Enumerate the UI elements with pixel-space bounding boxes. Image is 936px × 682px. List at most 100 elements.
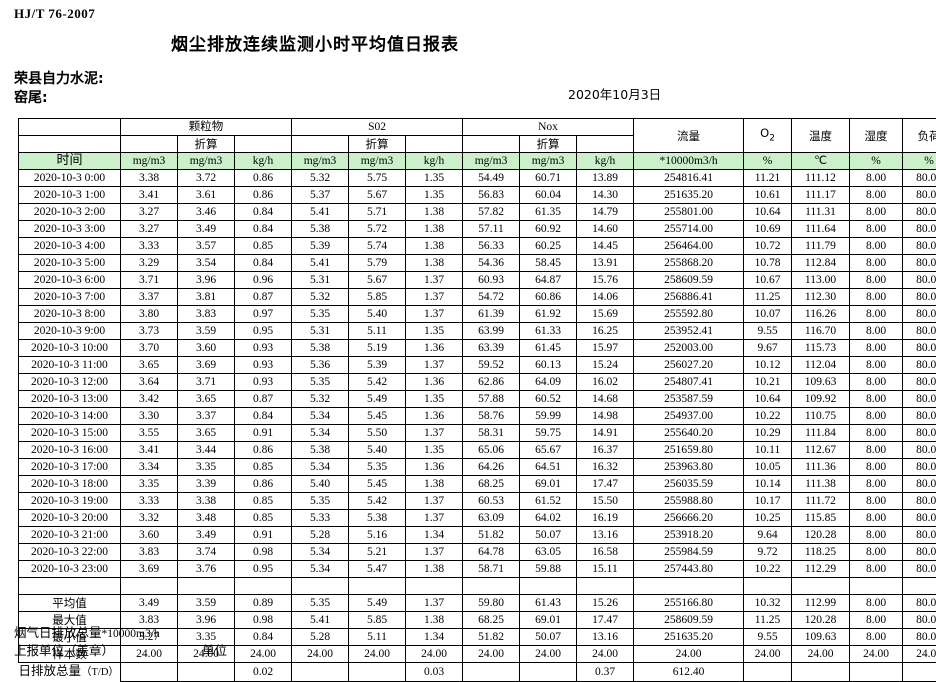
cell-value-11: 10.72 [744,238,792,255]
cell-value-11: 10.64 [744,391,792,408]
cell-value-8: 50.07 [520,527,577,544]
cell-blank-7 [463,578,520,595]
cell-value-1: 3.41 [121,187,178,204]
cell-time: 2020-10-3 13:00 [19,391,121,408]
sub-header-blank [577,136,634,153]
cell-value-7: 58.71 [463,561,520,578]
cell-value-2: 3.48 [178,510,235,527]
cell-value-5: 5.71 [349,204,406,221]
unit-header-1: mg/m3 [121,153,178,170]
summary-value-10: 251635.20 [634,629,744,646]
cell-value-10: 255592.80 [634,306,744,323]
report-page: HJ/T 76-2007 烟尘排放连续监测小时平均值日报表 荣县自力水泥: 窑尾… [0,0,936,662]
cell-value-4: 5.34 [292,425,349,442]
cell-value-9: 15.24 [577,357,634,374]
cell-value-7: 57.82 [463,204,520,221]
cell-value-7: 60.53 [463,493,520,510]
cell-value-6: 1.38 [406,476,463,493]
cell-time: 2020-10-3 12:00 [19,374,121,391]
daily-total-value-3: 0.02 [235,663,292,682]
cell-value-4: 5.39 [292,238,349,255]
daily-total-label-text: 日排放总量 [19,663,82,678]
unit-header-12: ℃ [792,153,850,170]
cell-value-2: 3.39 [178,476,235,493]
unit-header-8: mg/m3 [520,153,577,170]
cell-value-7: 60.93 [463,272,520,289]
cell-value-10: 256035.59 [634,476,744,493]
cell-value-3: 0.95 [235,323,292,340]
cell-value-7: 68.25 [463,476,520,493]
cell-value-5: 5.16 [349,527,406,544]
cell-value-3: 0.86 [235,170,292,187]
cell-value-8: 60.25 [520,238,577,255]
cell-value-5: 5.39 [349,357,406,374]
summary-label: 平均值 [19,595,121,612]
daily-total-value-13 [850,663,903,682]
column-header-温度: 温度 [792,119,850,153]
summary-value-14: 24.00 [903,646,936,663]
summary-value-6: 1.34 [406,629,463,646]
cell-value-6: 1.37 [406,272,463,289]
cell-value-12: 112.29 [792,561,850,578]
column-header-湿度: 湿度 [850,119,903,153]
cell-value-4: 5.32 [292,170,349,187]
group-header-time-blank [19,119,121,136]
cell-value-3: 0.85 [235,459,292,476]
cell-value-1: 3.55 [121,425,178,442]
summary-value-2: 3.59 [178,595,235,612]
unit-header-14: % [903,153,936,170]
summary-value-8: 61.43 [520,595,577,612]
cell-value-13: 8.00 [850,527,903,544]
cell-value-9: 13.91 [577,255,634,272]
cell-value-1: 3.60 [121,527,178,544]
unit-header-3: kg/h [235,153,292,170]
cell-value-9: 15.50 [577,493,634,510]
cell-value-4: 5.32 [292,391,349,408]
cell-value-8: 60.04 [520,187,577,204]
cell-value-1: 3.65 [121,357,178,374]
cell-blank-8 [520,578,577,595]
cell-value-14: 80.00 [903,340,936,357]
daily-total-value-7 [463,663,520,682]
cell-value-10: 254937.00 [634,408,744,425]
summary-value-4: 5.28 [292,629,349,646]
cell-value-2: 3.71 [178,374,235,391]
cell-time: 2020-10-3 1:00 [19,187,121,204]
cell-value-9: 16.37 [577,442,634,459]
cell-value-13: 8.00 [850,459,903,476]
cell-value-6: 1.38 [406,255,463,272]
report-date: 2020年10月3日 [568,84,661,103]
sub-header-blank [19,136,121,153]
cell-value-13: 8.00 [850,238,903,255]
daily-total-value-8 [520,663,577,682]
cell-value-12: 111.64 [792,221,850,238]
cell-value-12: 112.84 [792,255,850,272]
cell-value-4: 5.31 [292,323,349,340]
cell-value-1: 3.37 [121,289,178,306]
cell-time: 2020-10-3 21:00 [19,527,121,544]
cell-value-8: 61.45 [520,340,577,357]
cell-blank-11 [744,578,792,595]
cell-value-6: 1.38 [406,238,463,255]
unit-header-7: mg/m3 [463,153,520,170]
cell-value-2: 3.60 [178,340,235,357]
sub-header-blank [121,136,178,153]
cell-value-13: 8.00 [850,255,903,272]
cell-value-10: 256666.20 [634,510,744,527]
summary-value-13: 8.00 [850,595,903,612]
cell-value-4: 5.35 [292,374,349,391]
cell-value-11: 10.67 [744,272,792,289]
cell-value-7: 63.39 [463,340,520,357]
cell-value-6: 1.36 [406,408,463,425]
cell-value-6: 1.36 [406,374,463,391]
